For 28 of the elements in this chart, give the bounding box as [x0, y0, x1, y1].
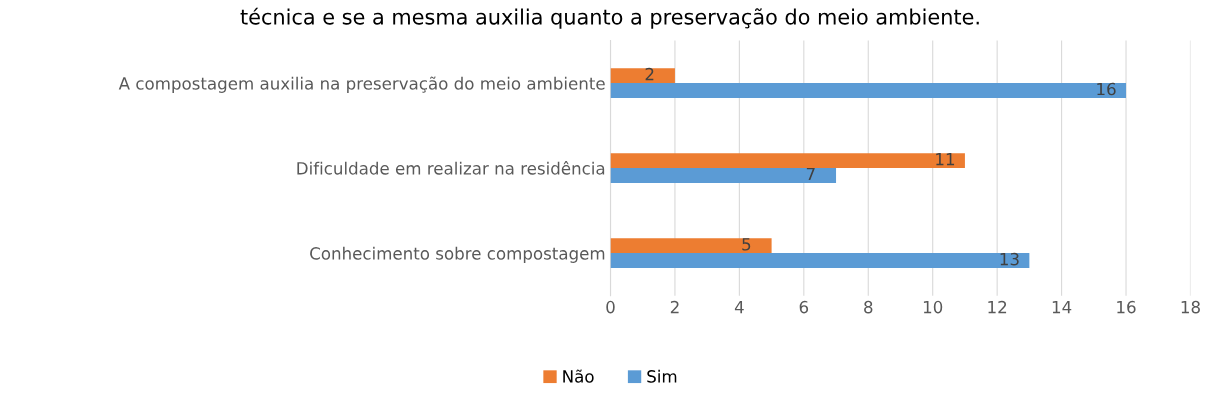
legend-label: Não: [563, 369, 594, 383]
y-tick-label: Dificuldade em realizar na residência: [297, 161, 605, 175]
y-tick-label: A compostagem auxilia na preservação do meio ambiente: [118, 76, 605, 93]
y-tick-label: Conhecimento sobre compostagem: [310, 246, 605, 263]
bar: [610, 238, 772, 254]
bar: [610, 83, 1127, 98]
bar: [610, 168, 837, 183]
data-label: 16: [1097, 82, 1116, 96]
legend-label: Sim: [647, 369, 677, 383]
data-label: 11: [936, 153, 955, 166]
bar: [610, 153, 965, 169]
x-tick-label: 6: [799, 300, 809, 314]
x-tick-label: 4: [734, 301, 744, 314]
x-tick-label: 8: [864, 300, 873, 314]
data-label: 2: [645, 67, 654, 81]
x-tick-label: 10: [923, 300, 943, 314]
x-tick-label: 2: [670, 300, 679, 314]
bar: [610, 253, 1030, 269]
data-label: 13: [1000, 252, 1019, 266]
data-label: 7: [806, 167, 815, 181]
chart-title: técnica e se a mesma auxilia quanto a preservação do meio ambiente.: [240, 7, 979, 29]
data-label: 5: [742, 238, 751, 251]
x-tick-label: 16: [1117, 300, 1136, 314]
x-tick-label: 12: [988, 300, 1007, 314]
x-tick-label: 14: [1052, 301, 1072, 314]
x-tick-label: 18: [1181, 300, 1200, 314]
bar: [610, 68, 675, 84]
x-tick-label: 0: [606, 300, 615, 314]
